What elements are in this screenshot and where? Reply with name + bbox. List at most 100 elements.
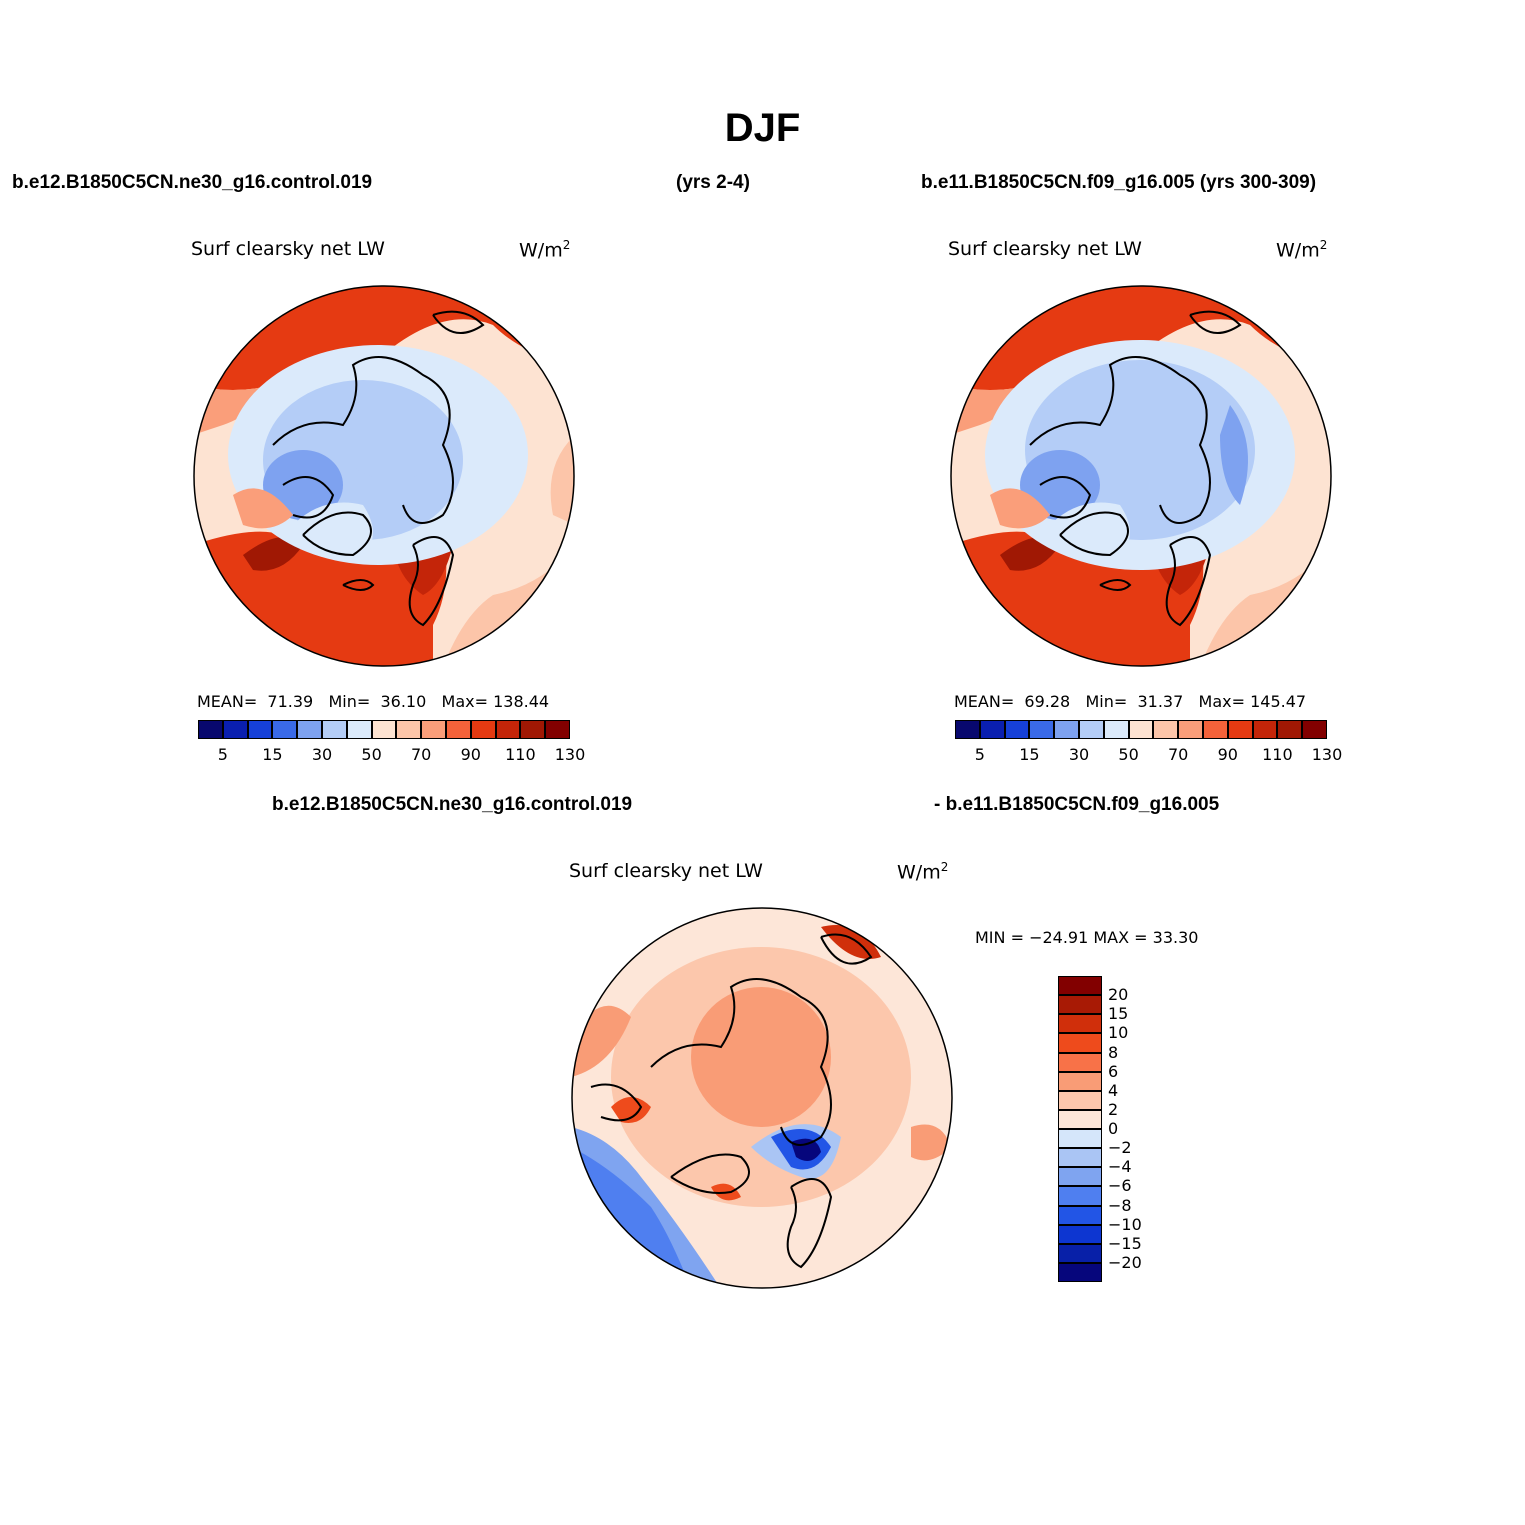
colorbar-swatch (979, 720, 1005, 739)
colorbar-tick-label: 50 (1118, 745, 1139, 764)
panel1-stats: MEAN= 71.39 Min= 36.10 Max= 138.44 (197, 692, 550, 711)
diff-polar-map (571, 907, 953, 1289)
colorbar-swatch (1058, 1052, 1102, 1072)
diff-variable: Surf clearsky net LW (569, 860, 763, 882)
colorbar-swatch (1054, 720, 1079, 739)
colorbar-tick-label: 20 (1108, 985, 1129, 1005)
panel1-colorbar-ticks: 5 15 30 50 70 90 110 130 (198, 745, 586, 765)
colorbar-swatch (1103, 720, 1129, 739)
colorbar-tick-label: 70 (1168, 745, 1189, 764)
diff-minmax: MIN = −24.91 MAX = 33.30 (975, 928, 1199, 947)
colorbar-swatch (1079, 720, 1104, 739)
diff-header-right: - b.e11.B1850C5CN.f09_g16.005 (934, 794, 1220, 815)
colorbar-swatch (1277, 720, 1303, 739)
colorbar-swatch (222, 720, 248, 739)
panel2-variable: Surf clearsky net LW (948, 238, 1142, 260)
colorbar-swatch (1058, 976, 1102, 996)
colorbar-swatch (1153, 720, 1179, 739)
colorbar-tick-label: 6 (1108, 1061, 1119, 1081)
colorbar-tick-label: 8 (1108, 1042, 1119, 1062)
colorbar-swatch (1227, 720, 1253, 739)
years-header: (yrs 2-4) (676, 172, 750, 193)
colorbar-tick-label: 90 (1217, 745, 1238, 764)
colorbar-swatch (520, 720, 546, 739)
colorbar-swatch (247, 720, 273, 739)
colorbar-swatch (322, 720, 347, 739)
colorbar-swatch (1203, 720, 1228, 739)
diff-colorbar-ticks: 20 15 10 8 6 4 2 0 −2 −4 −6 −8 −10 −15 −20 (1108, 976, 1168, 1282)
colorbar-swatch (1058, 1071, 1102, 1091)
colorbar-swatch (1128, 720, 1154, 739)
colorbar-tick-label: 2 (1108, 1099, 1119, 1119)
colorbar-tick-label: 70 (411, 745, 432, 764)
colorbar-tick-label: −10 (1108, 1214, 1142, 1234)
colorbar-swatch (1058, 1014, 1102, 1034)
panel2-colorbar-ticks: 5 15 30 50 70 90 110 130 (955, 745, 1343, 765)
colorbar-tick-label: 130 (554, 745, 586, 764)
colorbar-swatch (1252, 720, 1278, 739)
colorbar-tick-label: −2 (1108, 1138, 1132, 1158)
colorbar-swatch (1058, 1033, 1102, 1053)
panel1-colorbar (198, 720, 570, 739)
colorbar-swatch (1058, 1109, 1102, 1129)
colorbar-swatch (1058, 1205, 1102, 1225)
colorbar-swatch (1058, 1129, 1102, 1149)
colorbar-swatch (1058, 1224, 1102, 1244)
colorbar-swatch (955, 720, 980, 739)
colorbar-tick-label: 90 (460, 745, 481, 764)
colorbar-tick-label: 15 (1108, 1004, 1129, 1024)
colorbar-tick-label: 15 (262, 745, 283, 764)
colorbar-tick-label: −15 (1108, 1233, 1142, 1253)
colorbar-swatch (1058, 1262, 1102, 1282)
colorbar-swatch (495, 720, 521, 739)
colorbar-tick-label: 5 (974, 745, 985, 764)
colorbar-tick-label: −4 (1108, 1157, 1132, 1177)
colorbar-swatch (1058, 1167, 1102, 1187)
colorbar-swatch (198, 720, 223, 739)
colorbar-swatch (1029, 720, 1055, 739)
panel2-polar-map (950, 285, 1332, 667)
figure-title: DJF (724, 106, 801, 150)
colorbar-tick-label: −8 (1108, 1195, 1132, 1215)
colorbar-swatch (1058, 1243, 1102, 1263)
colorbar-tick-label: 130 (1311, 745, 1343, 764)
colorbar-swatch (1058, 995, 1102, 1015)
colorbar-swatch (272, 720, 298, 739)
colorbar-swatch (1178, 720, 1203, 739)
colorbar-tick-label: 0 (1108, 1119, 1119, 1138)
colorbar-swatch (1004, 720, 1030, 739)
colorbar-swatch (371, 720, 397, 739)
colorbar-tick-label: 110 (505, 745, 536, 764)
colorbar-swatch (421, 720, 446, 739)
colorbar-tick-label: 50 (361, 745, 382, 764)
colorbar-tick-label: −6 (1108, 1176, 1132, 1196)
panel2-stats: MEAN= 69.28 Min= 31.37 Max= 145.47 (954, 692, 1307, 711)
diff-units: W/m2 (897, 860, 949, 884)
colorbar-tick-label: 10 (1108, 1023, 1129, 1043)
colorbar-swatch (545, 720, 570, 739)
panel1-units: W/m2 (519, 238, 571, 262)
colorbar-tick-label: 5 (217, 745, 228, 764)
colorbar-swatch (297, 720, 322, 739)
colorbar-tick-label: 15 (1019, 745, 1040, 764)
colorbar-tick-label: 30 (1068, 745, 1090, 764)
diff-colorbar (1058, 976, 1102, 1282)
colorbar-tick-label: 4 (1108, 1080, 1119, 1100)
panel1-variable: Surf clearsky net LW (191, 238, 385, 260)
colorbar-swatch (470, 720, 496, 739)
diff-header-left: b.e12.B1850C5CN.ne30_g16.control.019 (272, 794, 633, 815)
colorbar-swatch (1058, 1090, 1102, 1110)
case-header-left: b.e12.B1850C5CN.ne30_g16.control.019 (12, 172, 373, 193)
colorbar-tick-label: 30 (311, 745, 333, 764)
panel1-polar-map (193, 285, 575, 667)
colorbar-tick-label: 110 (1262, 745, 1293, 764)
colorbar-swatch (1058, 1148, 1102, 1168)
colorbar-swatch (346, 720, 372, 739)
case-header-right: b.e11.B1850C5CN.f09_g16.005 (yrs 300-309… (921, 172, 1317, 193)
colorbar-swatch (1302, 720, 1327, 739)
panel2-colorbar (955, 720, 1327, 739)
colorbar-swatch (1058, 1186, 1102, 1206)
colorbar-swatch (396, 720, 422, 739)
colorbar-tick-label: −20 (1108, 1252, 1142, 1272)
colorbar-swatch (446, 720, 471, 739)
